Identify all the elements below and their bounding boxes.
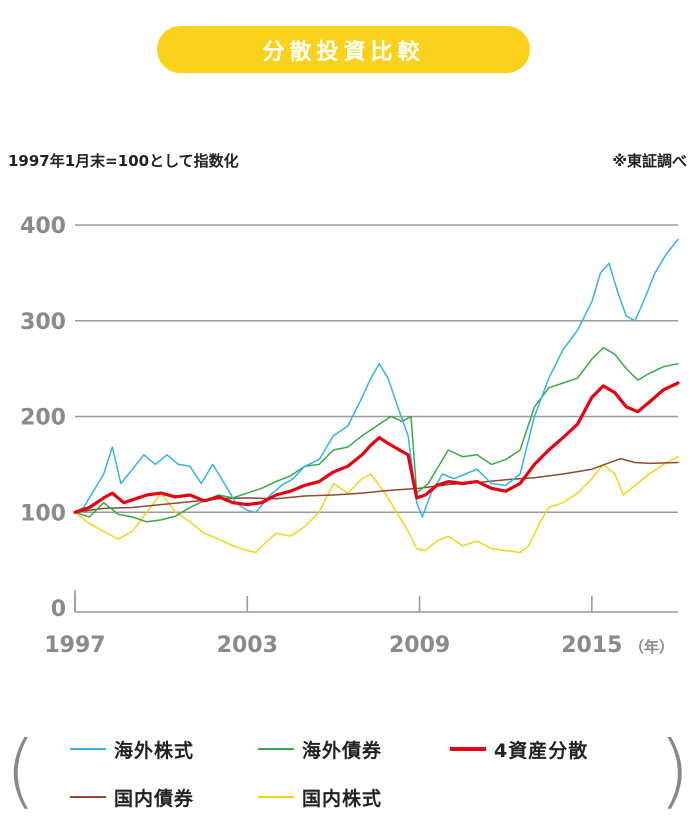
base-note: 1997年1月末=100として指数化 (8, 152, 239, 170)
legend-item-foreign-stocks: 海外株式 (70, 734, 194, 764)
legend-label: 4資産分散 (494, 739, 589, 762)
legend-swatch (70, 796, 106, 798)
grid (75, 224, 678, 514)
y-tick-label: 0 (51, 597, 66, 622)
legend-item-domestic-stocks: 国内株式 (258, 782, 382, 812)
y-tick-label: 400 (20, 214, 66, 239)
x-tick-label: 2003 (217, 633, 278, 658)
x-axis: 1997 2003 2009 2015 （年） (44, 590, 678, 658)
legend-swatch (258, 796, 294, 798)
legend-label: 国内株式 (302, 787, 383, 810)
legend-item-domestic-bonds: 国内債券 (70, 782, 194, 812)
x-tick-label: 2009 (389, 633, 450, 658)
series-line (74, 457, 679, 514)
legend-label: 海外債券 (302, 739, 383, 762)
x-unit-label: （年） (629, 638, 674, 656)
series-line (74, 346, 679, 523)
series-line (73, 381, 680, 514)
legend-label: 国内債券 (114, 787, 195, 810)
y-tick-label: 200 (20, 406, 66, 431)
series-line (74, 238, 679, 518)
source-note: ※東証調べ (612, 152, 687, 170)
series-line (74, 455, 679, 554)
right-bracket: ) (658, 724, 690, 817)
legend-swatch (258, 748, 294, 750)
y-tick-label: 300 (20, 310, 66, 335)
y-tick-label: 100 (20, 501, 66, 526)
chart-title: 分散投資比較 (262, 39, 425, 65)
x-tick-label: 2015 (561, 633, 622, 658)
legend-swatch (70, 748, 106, 750)
legend: ( ) 海外株式 海外債券 4資産分散 国内債券 国内株式 (0, 726, 695, 826)
left-bracket: ( (5, 724, 37, 817)
legend-item-diversified: 4資産分散 (450, 734, 588, 764)
legend-swatch (450, 747, 486, 751)
title-badge: 分散投資比較 (157, 26, 530, 73)
legend-item-foreign-bonds: 海外債券 (258, 734, 382, 764)
line-chart: 0 100 200 300 400 1997 2003 2009 2015 （年） (20, 214, 680, 658)
legend-label: 海外株式 (114, 739, 195, 762)
series-group (73, 238, 680, 554)
y-axis: 0 100 200 300 400 (20, 214, 66, 622)
x-tick-label: 1997 (44, 633, 105, 658)
